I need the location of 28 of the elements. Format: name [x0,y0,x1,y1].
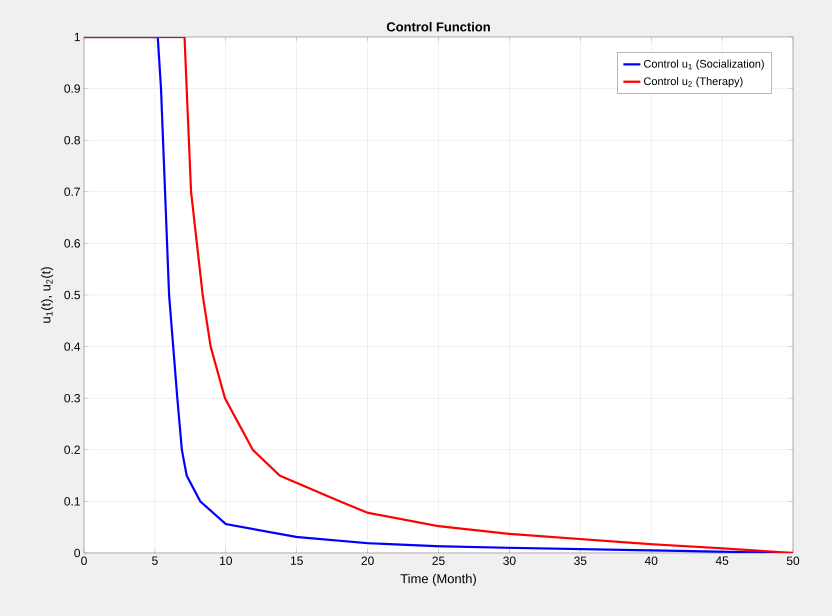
legend-label: Control u$_{1}$ (Socialization) [644,60,764,70]
x-tick-label: 45 [716,556,728,565]
x-tick-label: 30 [503,556,516,565]
line-series [84,36,794,553]
x-tick-label: 40 [644,556,658,565]
y-tick-label: 0.3 [64,394,80,402]
y-tick-label: 0.5 [64,290,80,300]
x-tick-label: 50 [786,556,800,565]
x-tick-label: 20 [362,556,374,565]
y-tick-label: 0 [74,548,80,558]
x-tick-label: 25 [432,556,445,565]
x-tick-label: 35 [574,556,586,565]
x-tick-label: 10 [220,556,232,565]
y-tick-label: 0.4 [64,342,80,351]
y-tick-label: 0.7 [64,188,80,196]
y-axis-title: u$_{1}$(t), u$_{2}$(t) [40,267,54,323]
x-tick-label: 5 [152,556,158,565]
legend-label: Control u$_{2}$ (Therapy) [644,77,743,88]
x-axis-title: Time (Month) [400,574,476,586]
y-tick-label: 0.6 [64,239,80,248]
y-tick-label: 0.8 [64,136,80,144]
y-tick-label: 1 [74,32,80,42]
y-tick-label: 0.1 [64,497,80,506]
y-tick-label: 0.9 [64,84,80,93]
x-tick-label: 15 [290,556,303,565]
chart-title: Control Function [386,22,490,32]
x-tick-label: 0 [81,556,87,565]
y-tick-label: 0.2 [64,446,80,454]
